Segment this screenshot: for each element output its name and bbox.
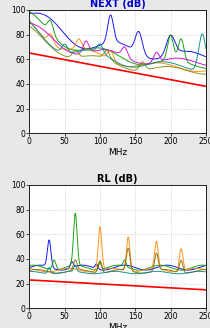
Title: NEXT (dB): NEXT (dB) xyxy=(90,0,146,9)
X-axis label: MHz: MHz xyxy=(108,148,127,157)
Title: RL (dB): RL (dB) xyxy=(97,174,138,184)
X-axis label: MHz: MHz xyxy=(108,323,127,328)
